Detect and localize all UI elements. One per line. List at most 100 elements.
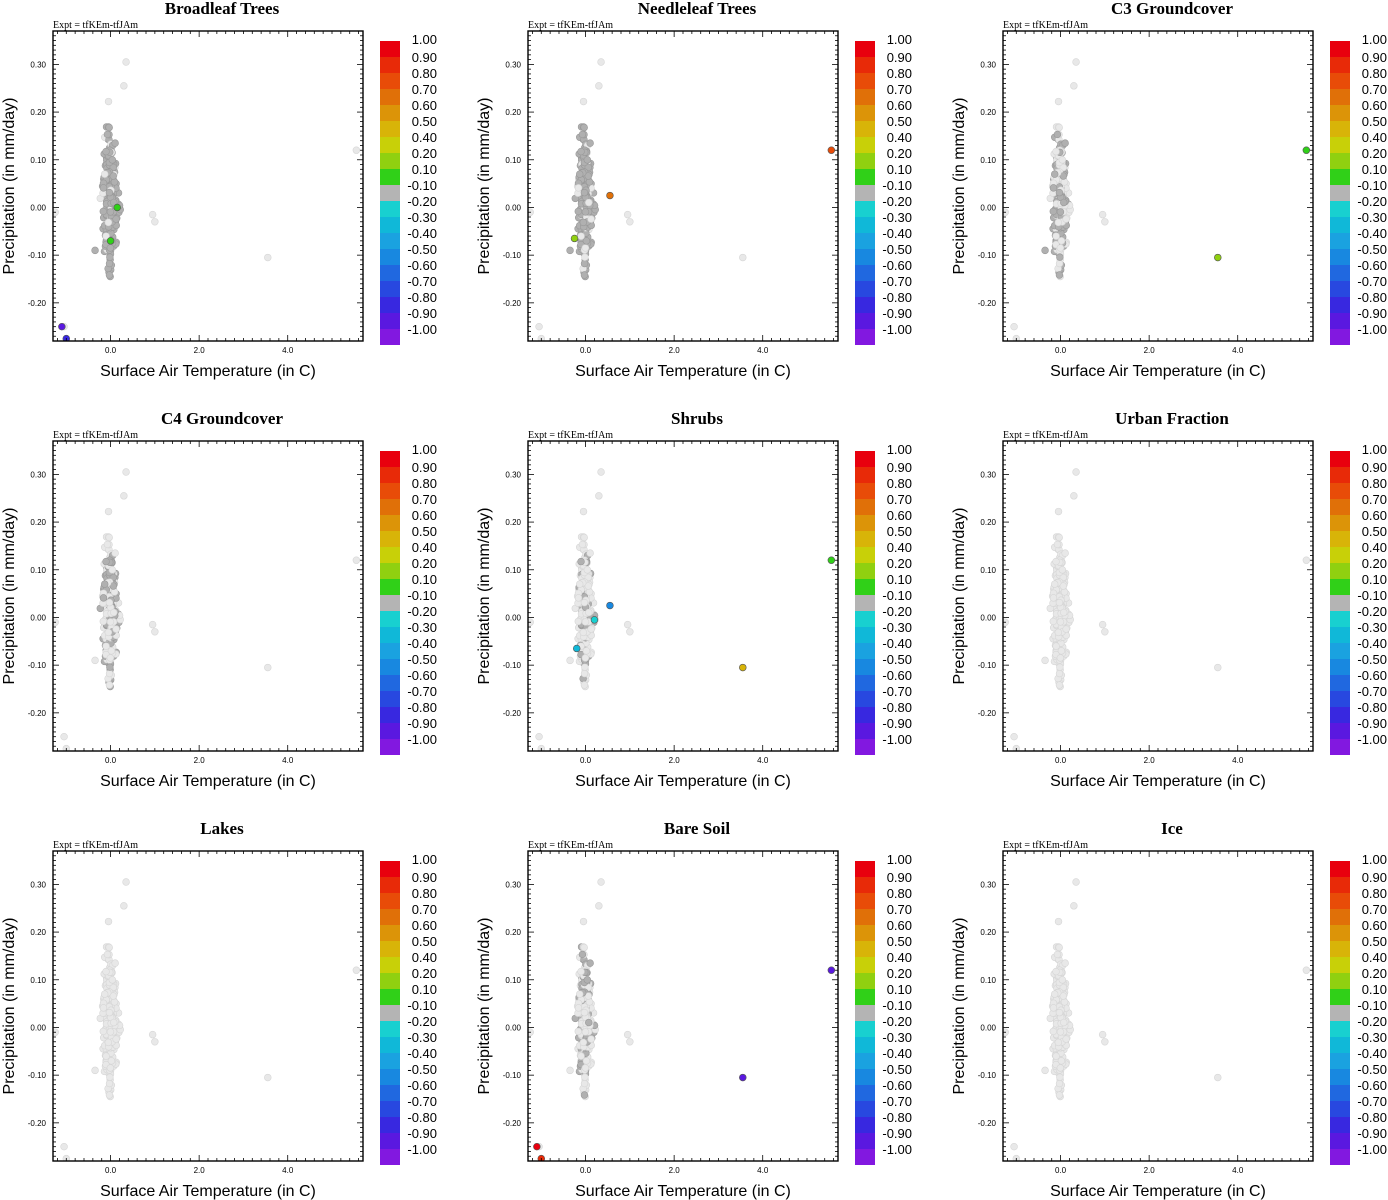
colorbar-segment bbox=[380, 1149, 400, 1165]
colorbar: 1.00 0.900.800.700.600.500.400.200.10-0.1… bbox=[855, 32, 912, 345]
colorbar-segment bbox=[380, 1005, 400, 1021]
colorbar-segment bbox=[855, 1005, 875, 1021]
highlight-point bbox=[827, 146, 836, 154]
colorbar-segment bbox=[1330, 1037, 1350, 1053]
data-point bbox=[106, 618, 115, 626]
colorbar-label: 0.10 bbox=[887, 982, 912, 997]
data-point bbox=[586, 139, 594, 147]
colorbar-segment bbox=[855, 137, 875, 153]
colorbar-segment bbox=[855, 941, 875, 957]
colorbar-label: 0.90 bbox=[412, 50, 437, 65]
colorbar-segment bbox=[1330, 515, 1350, 531]
x-tick-label: 4.0 bbox=[282, 346, 294, 355]
x-tick-label: 2.0 bbox=[669, 756, 681, 765]
data-point bbox=[574, 1004, 583, 1012]
colorbar-segment bbox=[380, 153, 400, 169]
colorbar-segment bbox=[1330, 217, 1350, 233]
colorbar-segment bbox=[380, 201, 400, 217]
highlight-point bbox=[590, 616, 599, 624]
colorbar-label: 0.70 bbox=[412, 82, 437, 97]
y-tick-label: 0.00 bbox=[30, 613, 46, 622]
data-point bbox=[1052, 147, 1060, 156]
data-point bbox=[103, 130, 112, 139]
scatter-points bbox=[53, 878, 361, 1161]
colorbar-label: -0.50 bbox=[882, 1062, 912, 1077]
colorbar-segment bbox=[380, 297, 400, 313]
data-point bbox=[576, 990, 584, 998]
data-point bbox=[102, 967, 110, 976]
y-tick-label: 0.10 bbox=[505, 976, 521, 985]
y-tick-label: -0.10 bbox=[503, 661, 522, 670]
data-point bbox=[581, 1028, 590, 1036]
data-point bbox=[102, 1052, 110, 1060]
data-point bbox=[1057, 1057, 1066, 1065]
data-point bbox=[1055, 943, 1063, 952]
colorbar-segment bbox=[380, 659, 400, 675]
y-tick-label: -0.20 bbox=[503, 1119, 522, 1128]
data-point bbox=[1055, 1008, 1064, 1017]
colorbar-label: 0.40 bbox=[1362, 540, 1387, 555]
data-point bbox=[582, 237, 591, 245]
colorbar-label: 0.20 bbox=[1362, 966, 1387, 981]
colorbar-label: -0.10 bbox=[882, 998, 912, 1013]
data-point bbox=[352, 966, 361, 974]
colorbar-segment bbox=[855, 73, 875, 89]
colorbar-segment bbox=[380, 989, 400, 1005]
colorbar-segment bbox=[1330, 41, 1350, 57]
y-axis-label: Precipitation (in mm/day) bbox=[476, 918, 493, 1095]
y-tick-label: -0.10 bbox=[978, 661, 997, 670]
data-point bbox=[1010, 732, 1018, 741]
colorbar-label: -0.80 bbox=[882, 290, 912, 305]
colorbar-segment bbox=[855, 41, 875, 57]
colorbar-label: 1.00 bbox=[412, 852, 437, 867]
data-point bbox=[1054, 628, 1063, 637]
colorbar-label: -0.70 bbox=[407, 684, 437, 699]
y-tick-label: 0.10 bbox=[980, 566, 996, 575]
colorbar-label: -0.50 bbox=[407, 652, 437, 667]
colorbar-label: 0.20 bbox=[887, 966, 912, 981]
panel-title: C4 Groundcover bbox=[161, 409, 283, 428]
scatter-points bbox=[1003, 58, 1311, 341]
highlight-point bbox=[1302, 146, 1311, 154]
data-point bbox=[586, 959, 594, 967]
data-point bbox=[574, 594, 583, 602]
data-point bbox=[574, 184, 583, 192]
data-point bbox=[1214, 663, 1222, 672]
colorbar-label: -0.70 bbox=[1357, 1094, 1387, 1109]
data-point bbox=[105, 533, 113, 542]
colorbar-segment bbox=[380, 909, 400, 925]
data-point bbox=[106, 1064, 115, 1072]
highlight-point bbox=[573, 644, 581, 653]
colorbar-label: 0.40 bbox=[412, 130, 437, 145]
colorbar-segment bbox=[855, 1117, 875, 1133]
colorbar-label: -0.70 bbox=[407, 274, 437, 289]
colorbar-segment bbox=[1330, 691, 1350, 707]
colorbar-label: 0.10 bbox=[887, 162, 912, 177]
panel-title: Shrubs bbox=[671, 409, 723, 428]
colorbar-label: -0.90 bbox=[407, 306, 437, 321]
y-tick-label: 0.20 bbox=[505, 108, 521, 117]
data-point bbox=[1061, 549, 1069, 557]
data-point bbox=[623, 620, 632, 629]
colorbar-label: -0.80 bbox=[407, 700, 437, 715]
colorbar-label: 0.70 bbox=[1362, 492, 1387, 507]
colorbar-label: -0.70 bbox=[1357, 684, 1387, 699]
data-point bbox=[1055, 1079, 1064, 1088]
data-point bbox=[1049, 617, 1057, 626]
y-tick-label: -0.10 bbox=[978, 1071, 997, 1080]
colorbar-segment bbox=[380, 73, 400, 89]
data-point bbox=[151, 628, 159, 636]
colorbar-label: 0.40 bbox=[1362, 950, 1387, 965]
scatter-panel-6: Urban Fraction Expt = tfKEm-tfJAm 0.0 2.0 4.… bbox=[951, 409, 1387, 790]
colorbar-segment bbox=[380, 861, 400, 877]
data-point bbox=[1057, 237, 1066, 245]
colorbar-label: -0.30 bbox=[1357, 620, 1387, 635]
colorbar-label: -0.50 bbox=[882, 652, 912, 667]
scatter-panel-1: Broadleaf Trees Expt = tfKEm-tfJAm 0.0 2.0 4… bbox=[1, 0, 437, 380]
x-tick-label: 2.0 bbox=[669, 1166, 681, 1175]
x-tick-label: 2.0 bbox=[1144, 346, 1156, 355]
data-point bbox=[1098, 1030, 1107, 1039]
data-point bbox=[1072, 468, 1080, 476]
colorbar-segment bbox=[380, 675, 400, 691]
colorbar-label: -0.20 bbox=[882, 194, 912, 209]
